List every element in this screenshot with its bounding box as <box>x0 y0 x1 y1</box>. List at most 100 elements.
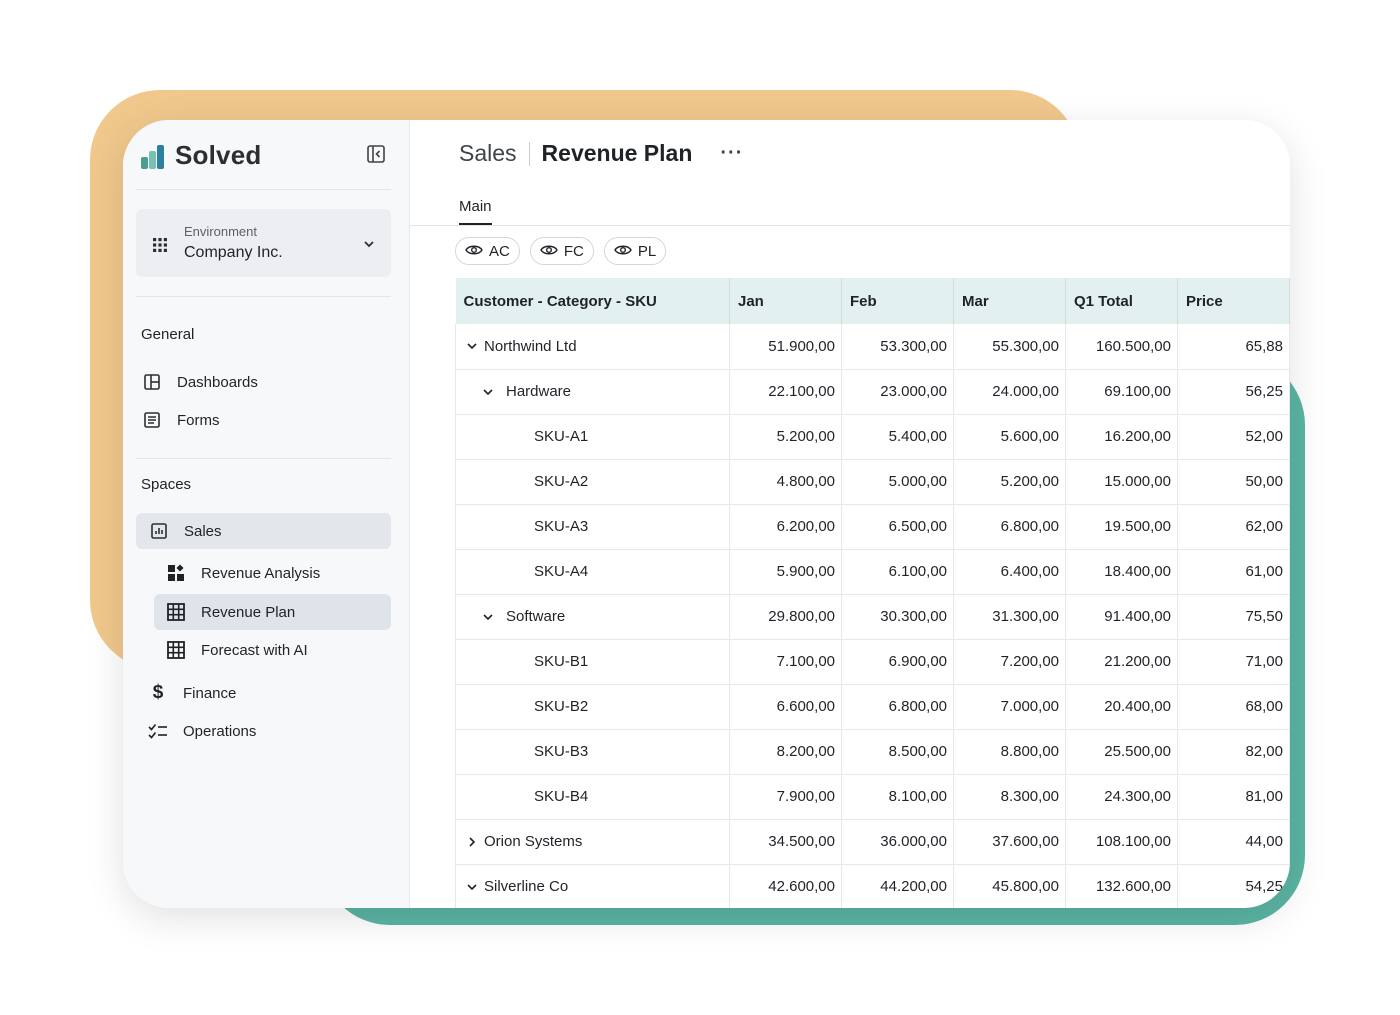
value-cell[interactable]: 44,00 <box>1177 819 1290 865</box>
table-row[interactable]: Silverline Co 42.600,00 44.200,00 45.800,00… <box>455 864 1290 908</box>
chevron-right-icon[interactable] <box>464 836 480 848</box>
value-cell[interactable]: 56,25 <box>1177 369 1290 415</box>
value-cell[interactable]: 7.000,00 <box>953 684 1066 730</box>
value-cell[interactable]: 160.500,00 <box>1065 324 1178 370</box>
sidebar-item-forms[interactable]: Forms <box>141 402 220 438</box>
table-row[interactable]: SKU-B4 7.900,00 8.100,00 8.300,00 24.300,00 8… <box>455 774 1290 820</box>
value-cell[interactable]: 81,00 <box>1177 774 1290 820</box>
table-row[interactable]: SKU-B1 7.100,00 6.900,00 7.200,00 21.200,00 7… <box>455 639 1290 685</box>
value-cell[interactable]: 61,00 <box>1177 549 1290 595</box>
value-cell[interactable]: 50,00 <box>1177 459 1290 505</box>
value-cell[interactable]: 6.200,00 <box>729 504 842 550</box>
table-row[interactable]: Hardware 22.100,00 23.000,00 24.000,00 69.10… <box>455 369 1290 415</box>
value-cell[interactable]: 29.800,00 <box>729 594 842 640</box>
value-cell[interactable]: 5.600,00 <box>953 414 1066 460</box>
collapse-sidebar-icon[interactable] <box>366 144 386 164</box>
value-cell[interactable]: 6.900,00 <box>841 639 954 685</box>
table-row[interactable]: Northwind Ltd 51.900,00 53.300,00 55.300,00… <box>455 324 1290 370</box>
value-cell[interactable]: 15.000,00 <box>1065 459 1178 505</box>
value-cell[interactable]: 19.500,00 <box>1065 504 1178 550</box>
value-cell[interactable]: 91.400,00 <box>1065 594 1178 640</box>
chevron-down-icon[interactable] <box>480 386 496 398</box>
sidebar-item-revenue-analysis[interactable]: Revenue Analysis <box>165 555 320 591</box>
value-cell[interactable]: 132.600,00 <box>1065 864 1178 908</box>
value-cell[interactable]: 108.100,00 <box>1065 819 1178 865</box>
value-cell[interactable]: 69.100,00 <box>1065 369 1178 415</box>
sidebar-item-sales[interactable]: Sales <box>136 513 391 549</box>
value-cell[interactable]: 44.200,00 <box>841 864 954 908</box>
value-cell[interactable]: 16.200,00 <box>1065 414 1178 460</box>
value-cell[interactable]: 5.900,00 <box>729 549 842 595</box>
value-cell[interactable]: 22.100,00 <box>729 369 842 415</box>
breadcrumb-parent[interactable]: Sales <box>459 140 517 166</box>
value-cell[interactable]: 24.000,00 <box>953 369 1066 415</box>
column-header[interactable]: Price <box>1177 278 1290 324</box>
table-row[interactable]: SKU-A3 6.200,00 6.500,00 6.800,00 19.500,00 6… <box>455 504 1290 550</box>
value-cell[interactable]: 5.200,00 <box>953 459 1066 505</box>
value-cell[interactable]: 6.800,00 <box>841 684 954 730</box>
value-cell[interactable]: 75,50 <box>1177 594 1290 640</box>
value-cell[interactable]: 7.900,00 <box>729 774 842 820</box>
value-cell[interactable]: 68,00 <box>1177 684 1290 730</box>
value-cell[interactable]: 24.300,00 <box>1065 774 1178 820</box>
value-cell[interactable]: 6.800,00 <box>953 504 1066 550</box>
column-header[interactable]: Feb <box>841 278 954 324</box>
sidebar-item-dashboards[interactable]: Dashboards <box>141 364 258 400</box>
value-cell[interactable]: 5.400,00 <box>841 414 954 460</box>
scenario-chip-fc[interactable]: FC <box>529 237 594 265</box>
chevron-down-icon[interactable] <box>464 340 480 352</box>
value-cell[interactable]: 65,88 <box>1177 324 1290 370</box>
value-cell[interactable]: 21.200,00 <box>1065 639 1178 685</box>
table-row[interactable]: SKU-A4 5.900,00 6.100,00 6.400,00 18.400,00 6… <box>455 549 1290 595</box>
value-cell[interactable]: 20.400,00 <box>1065 684 1178 730</box>
table-row[interactable]: SKU-A2 4.800,00 5.000,00 5.200,00 15.000,00 5… <box>455 459 1290 505</box>
sidebar-item-finance[interactable]: $ Finance <box>147 675 237 711</box>
value-cell[interactable]: 23.000,00 <box>841 369 954 415</box>
value-cell[interactable]: 25.500,00 <box>1065 729 1178 775</box>
value-cell[interactable]: 31.300,00 <box>953 594 1066 640</box>
value-cell[interactable]: 8.300,00 <box>953 774 1066 820</box>
column-header[interactable]: Jan <box>729 278 842 324</box>
value-cell[interactable]: 6.100,00 <box>841 549 954 595</box>
value-cell[interactable]: 62,00 <box>1177 504 1290 550</box>
value-cell[interactable]: 5.200,00 <box>729 414 842 460</box>
tab-main[interactable]: Main <box>459 198 492 225</box>
environment-selector[interactable]: Environment Company Inc. <box>136 209 391 277</box>
brand[interactable]: Solved <box>141 140 261 171</box>
value-cell[interactable]: 8.800,00 <box>953 729 1066 775</box>
table-row[interactable]: SKU-B2 6.600,00 6.800,00 7.000,00 20.400,00 6… <box>455 684 1290 730</box>
value-cell[interactable]: 37.600,00 <box>953 819 1066 865</box>
value-cell[interactable]: 6.600,00 <box>729 684 842 730</box>
chevron-down-icon[interactable] <box>464 881 480 893</box>
value-cell[interactable]: 18.400,00 <box>1065 549 1178 595</box>
value-cell[interactable]: 55.300,00 <box>953 324 1066 370</box>
table-row[interactable]: Orion Systems 34.500,00 36.000,00 37.600,00… <box>455 819 1290 865</box>
value-cell[interactable]: 34.500,00 <box>729 819 842 865</box>
value-cell[interactable]: 7.100,00 <box>729 639 842 685</box>
value-cell[interactable]: 36.000,00 <box>841 819 954 865</box>
sidebar-item-operations[interactable]: Operations <box>147 713 256 749</box>
value-cell[interactable]: 52,00 <box>1177 414 1290 460</box>
value-cell[interactable]: 45.800,00 <box>953 864 1066 908</box>
table-row[interactable]: Software 29.800,00 30.300,00 31.300,00 91.40… <box>455 594 1290 640</box>
scenario-chip-pl[interactable]: PL <box>603 237 667 265</box>
value-cell[interactable]: 30.300,00 <box>841 594 954 640</box>
value-cell[interactable]: 8.500,00 <box>841 729 954 775</box>
value-cell[interactable]: 6.400,00 <box>953 549 1066 595</box>
column-header[interactable]: Q1 Total <box>1065 278 1178 324</box>
scenario-chip-ac[interactable]: AC <box>455 237 520 265</box>
table-row[interactable]: SKU-A1 5.200,00 5.400,00 5.600,00 16.200,00 5… <box>455 414 1290 460</box>
value-cell[interactable]: 4.800,00 <box>729 459 842 505</box>
value-cell[interactable]: 82,00 <box>1177 729 1290 775</box>
value-cell[interactable]: 71,00 <box>1177 639 1290 685</box>
value-cell[interactable]: 42.600,00 <box>729 864 842 908</box>
column-header[interactable]: Customer - Category - SKU <box>455 278 730 324</box>
value-cell[interactable]: 8.200,00 <box>729 729 842 775</box>
value-cell[interactable]: 8.100,00 <box>841 774 954 820</box>
sidebar-item-revenue-plan[interactable]: Revenue Plan <box>154 594 391 630</box>
value-cell[interactable]: 54,25 <box>1177 864 1290 908</box>
value-cell[interactable]: 53.300,00 <box>841 324 954 370</box>
value-cell[interactable]: 51.900,00 <box>729 324 842 370</box>
value-cell[interactable]: 6.500,00 <box>841 504 954 550</box>
value-cell[interactable]: 5.000,00 <box>841 459 954 505</box>
